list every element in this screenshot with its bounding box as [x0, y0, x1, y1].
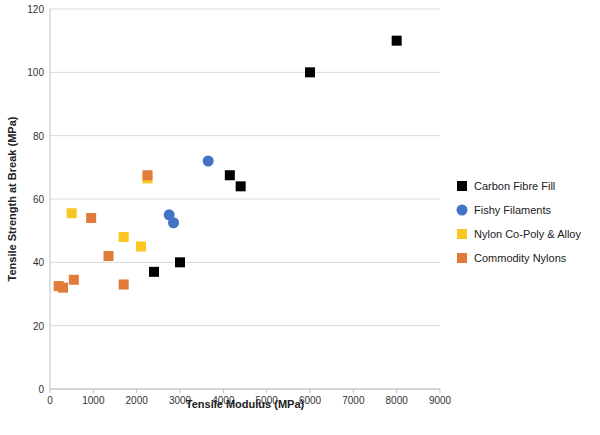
x-tick-label: 9000: [429, 395, 452, 406]
y-tick-label: 40: [33, 257, 45, 268]
y-axis: [50, 9, 51, 389]
legend-marker: [457, 253, 467, 263]
legend-marker: [457, 205, 468, 216]
y-grid-line: [50, 325, 440, 326]
legend-label: Commodity Nylons: [474, 252, 567, 264]
y-tick-label: 120: [27, 4, 44, 15]
legend-marker: [457, 181, 467, 191]
x-axis-title: Tensile Modulus (MPa): [186, 398, 305, 410]
x-tick: [50, 389, 51, 393]
data-point: [175, 257, 185, 267]
x-tick: [266, 389, 267, 393]
legend-label: Carbon Fibre Fill: [474, 180, 555, 192]
y-grid-line: [50, 9, 440, 10]
x-tick: [440, 389, 441, 393]
x-tick: [310, 389, 311, 393]
y-grid-line: [50, 262, 440, 263]
y-tick-label: 100: [27, 67, 44, 78]
x-tick-label: 7000: [342, 395, 365, 406]
y-grid-line: [50, 199, 440, 200]
data-point: [119, 280, 129, 290]
chart: 0204060801001200100020003000400050006000…: [0, 0, 600, 435]
x-tick-label: 0: [47, 395, 53, 406]
x-tick: [396, 389, 397, 393]
data-point: [86, 213, 96, 223]
data-point: [392, 36, 402, 46]
x-axis: [50, 389, 440, 390]
plot-area: [54, 36, 402, 293]
x-tick-label: 8000: [386, 395, 409, 406]
legend-marker: [457, 229, 467, 239]
y-tick-label: 60: [33, 194, 45, 205]
data-point: [149, 267, 159, 277]
y-tick-label: 20: [33, 321, 45, 332]
legend-label: Nylon Co-Poly & Alloy: [474, 228, 581, 240]
data-point: [58, 283, 68, 293]
x-tick-label: 2000: [126, 395, 149, 406]
x-tick: [93, 389, 94, 393]
x-tick: [136, 389, 137, 393]
legend-label: Fishy Filaments: [474, 204, 552, 216]
data-point: [203, 156, 214, 167]
x-tick: [353, 389, 354, 393]
data-point: [225, 170, 235, 180]
y-grid-line: [50, 72, 440, 73]
y-tick-label: 0: [38, 384, 44, 395]
data-point: [69, 275, 79, 285]
data-point: [104, 251, 114, 261]
data-point: [119, 232, 129, 242]
data-point: [236, 181, 246, 191]
data-point: [136, 242, 146, 252]
data-point: [168, 217, 179, 228]
x-tick: [223, 389, 224, 393]
x-tick-label: 1000: [82, 395, 105, 406]
x-tick: [180, 389, 181, 393]
data-point: [143, 170, 153, 180]
y-tick-label: 80: [33, 131, 45, 142]
data-point: [305, 67, 315, 77]
y-grid-line: [50, 389, 440, 390]
y-axis-title: Tensile Strength at Break (MPa): [6, 116, 18, 281]
data-point: [67, 208, 77, 218]
y-grid-line: [50, 135, 440, 136]
